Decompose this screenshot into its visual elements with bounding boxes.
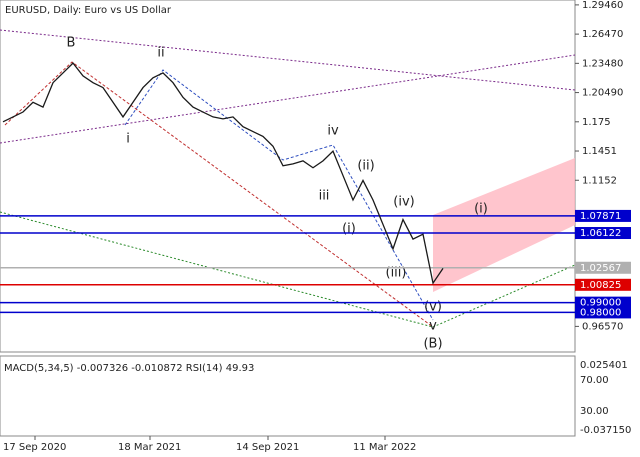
level-label: 0.99000 bbox=[580, 298, 621, 309]
wave-line bbox=[4, 61, 434, 328]
x-tick-label: 11 Mar 2022 bbox=[353, 442, 416, 453]
indicator-panel bbox=[0, 355, 576, 437]
y-tick-label: 1.29460 bbox=[582, 0, 623, 11]
x-tick-label: 18 Mar 2021 bbox=[118, 442, 181, 453]
trend-line bbox=[0, 54, 576, 144]
wave-label: B bbox=[67, 36, 76, 51]
wave-label: (ii) bbox=[357, 159, 374, 174]
x-tick-label: 14 Sep 2021 bbox=[236, 442, 299, 453]
wave-label: (iii) bbox=[386, 266, 407, 281]
wave-label: iv bbox=[327, 124, 339, 139]
wave-label: iii bbox=[319, 189, 330, 204]
level-box bbox=[575, 209, 631, 222]
indicator-axis-label: -0.037150 bbox=[580, 425, 631, 436]
level-box bbox=[575, 306, 631, 319]
y-tick-label: 1.175 bbox=[582, 117, 611, 128]
level-box bbox=[575, 261, 631, 274]
level-label: 0.98000 bbox=[580, 307, 621, 318]
wave-line bbox=[124, 69, 434, 321]
level-label: 1.02567 bbox=[580, 263, 621, 274]
wave-label: (i) bbox=[342, 222, 356, 237]
price-line bbox=[2, 62, 444, 285]
x-tick-label: 17 Sep 2020 bbox=[3, 442, 66, 453]
main-panel bbox=[0, 0, 576, 353]
y-tick-label: 1.20490 bbox=[582, 88, 623, 99]
indicator-axis-label: 70.00 bbox=[580, 375, 609, 386]
y-tick-label: 1.26470 bbox=[582, 29, 623, 40]
chart-title: EURUSD, Daily: Euro vs US Dollar bbox=[5, 5, 172, 16]
wave-label: (B) bbox=[423, 337, 442, 352]
wave-label: ii bbox=[157, 46, 164, 61]
indicator-header: MACD(5,34,5) -0.007326 -0.010872 RSI(14)… bbox=[4, 363, 254, 374]
wave-label: v bbox=[429, 319, 437, 334]
level-label: 1.00825 bbox=[580, 280, 621, 291]
level-box bbox=[575, 296, 631, 309]
level-label: 1.07871 bbox=[580, 211, 621, 222]
y-tick-label: 0.96570 bbox=[582, 321, 623, 332]
wave-label: (i) bbox=[474, 202, 488, 217]
y-tick-label: 1.1152 bbox=[582, 175, 617, 186]
trend-line bbox=[0, 29, 576, 91]
y-tick-label: 1.1451 bbox=[582, 146, 617, 157]
wave-label: (iv) bbox=[393, 195, 414, 210]
wave-label: i bbox=[126, 132, 130, 147]
trend-line bbox=[0, 211, 434, 328]
level-label: 1.06122 bbox=[580, 228, 621, 239]
level-box bbox=[575, 278, 631, 291]
target-channel bbox=[433, 158, 575, 292]
indicator-axis-label: 0.025401 bbox=[580, 360, 628, 371]
indicator-axis-label: 30.00 bbox=[580, 406, 609, 417]
trend-line bbox=[432, 264, 576, 328]
y-tick-label: 1.23480 bbox=[582, 58, 623, 69]
level-box bbox=[575, 227, 631, 240]
